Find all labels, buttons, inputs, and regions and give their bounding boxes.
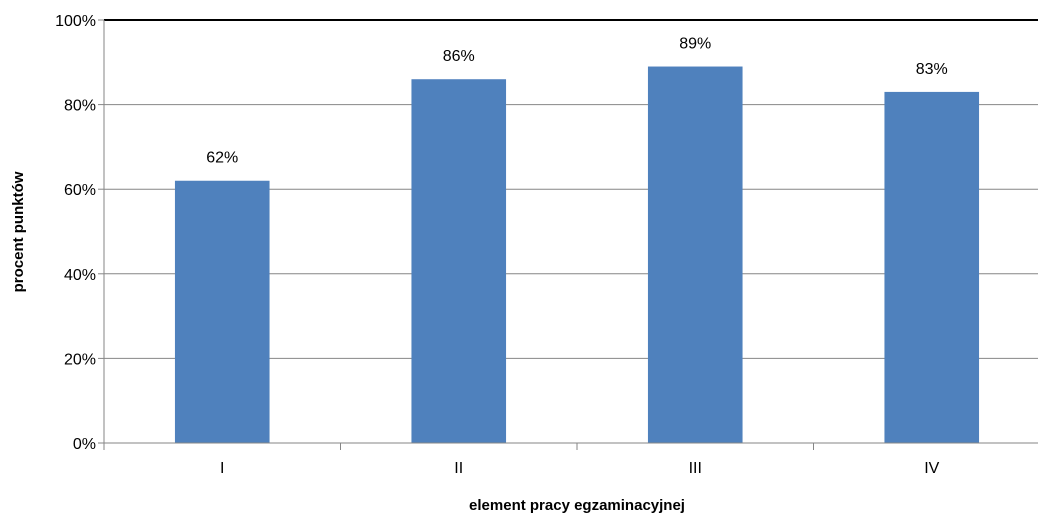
y-tick-label: 40%: [64, 267, 96, 284]
y-tick-label: 60%: [64, 182, 96, 199]
y-tick-labels: 0% 20% 40% 60% 80% 100%: [55, 13, 96, 453]
bar-iv: [884, 91, 980, 443]
bar-i: [174, 180, 270, 444]
x-tick-label: I: [220, 460, 224, 477]
data-label: 62%: [206, 150, 238, 167]
y-tick-label: 80%: [64, 98, 96, 115]
x-tick-label: IV: [924, 460, 939, 477]
bars: [174, 66, 980, 444]
bar-ii: [411, 79, 507, 443]
axes: [98, 19, 1038, 450]
data-labels: 62% 86% 89% 83%: [206, 36, 948, 167]
data-label: 86%: [443, 48, 475, 65]
x-axis-title: element pracy egzaminacyjnej: [469, 497, 685, 514]
y-tick-label: 20%: [64, 351, 96, 368]
data-label: 89%: [679, 36, 711, 53]
x-tick-label: III: [689, 460, 702, 477]
x-tick-label: II: [454, 460, 463, 477]
bar-iii: [647, 66, 743, 443]
y-tick-label: 100%: [55, 13, 96, 30]
y-tick-label: 0%: [73, 436, 96, 453]
x-tick-labels: I II III IV: [220, 460, 940, 477]
data-label: 83%: [916, 61, 948, 78]
y-axis-title: procent punktów: [10, 171, 27, 292]
